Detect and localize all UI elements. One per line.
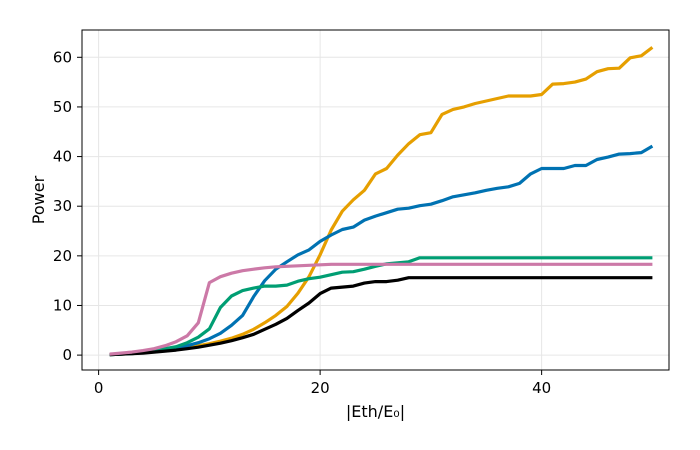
x-tick-label: 40 <box>532 379 551 397</box>
y-tick-label: 40 <box>53 148 72 166</box>
y-tick-label: 0 <box>62 346 72 364</box>
y-tick-label: 50 <box>53 98 72 116</box>
series-line-4 <box>109 276 653 357</box>
series-line-1 <box>109 46 654 357</box>
y-tick-label: 10 <box>53 296 72 314</box>
y-tick-label: 20 <box>53 247 72 265</box>
series-line-2 <box>109 144 654 357</box>
x-tick-label: 0 <box>94 379 104 397</box>
grid <box>82 30 669 370</box>
series-line-3 <box>109 256 653 357</box>
y-axis-label: Power <box>29 175 48 224</box>
x-axis-label: |Eth/E₀| <box>346 402 405 421</box>
y-tick-label: 30 <box>53 197 72 215</box>
x-tick-label: 20 <box>311 379 330 397</box>
plot-frame <box>81 29 670 371</box>
y-tick-label: 60 <box>53 48 72 66</box>
series-layer <box>109 46 654 357</box>
axes: 0 20 40 0 10 20 30 40 50 60 <box>53 48 551 397</box>
series-line-5 <box>109 262 653 356</box>
